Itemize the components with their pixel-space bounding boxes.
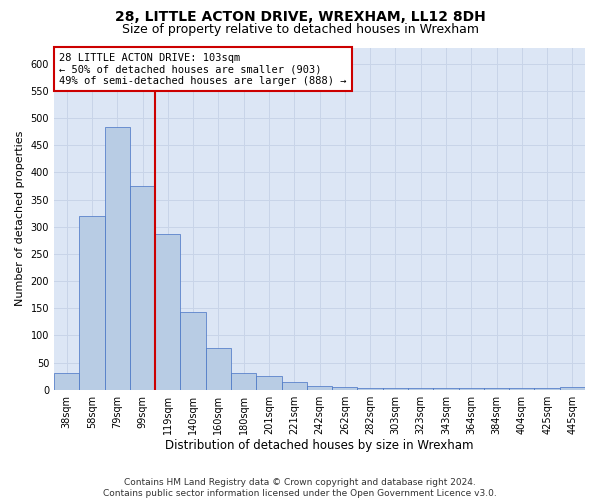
Bar bbox=[383, 388, 408, 390]
X-axis label: Distribution of detached houses by size in Wrexham: Distribution of detached houses by size … bbox=[165, 440, 474, 452]
Bar bbox=[560, 387, 585, 390]
Bar bbox=[484, 388, 509, 390]
Bar bbox=[181, 312, 206, 390]
Bar bbox=[79, 216, 104, 390]
Bar bbox=[104, 128, 130, 390]
Bar bbox=[256, 376, 281, 390]
Bar bbox=[130, 186, 155, 390]
Bar bbox=[155, 234, 181, 390]
Text: 28 LITTLE ACTON DRIVE: 103sqm
← 50% of detached houses are smaller (903)
49% of : 28 LITTLE ACTON DRIVE: 103sqm ← 50% of d… bbox=[59, 52, 347, 86]
Bar bbox=[281, 382, 307, 390]
Bar bbox=[231, 374, 256, 390]
Bar bbox=[458, 388, 484, 390]
Text: Size of property relative to detached houses in Wrexham: Size of property relative to detached ho… bbox=[121, 22, 479, 36]
Bar bbox=[535, 388, 560, 390]
Text: Contains HM Land Registry data © Crown copyright and database right 2024.
Contai: Contains HM Land Registry data © Crown c… bbox=[103, 478, 497, 498]
Bar bbox=[433, 388, 458, 390]
Bar bbox=[332, 387, 358, 390]
Bar bbox=[358, 388, 383, 390]
Bar bbox=[206, 348, 231, 390]
Text: 28, LITTLE ACTON DRIVE, WREXHAM, LL12 8DH: 28, LITTLE ACTON DRIVE, WREXHAM, LL12 8D… bbox=[115, 10, 485, 24]
Y-axis label: Number of detached properties: Number of detached properties bbox=[15, 131, 25, 306]
Bar bbox=[307, 386, 332, 390]
Bar bbox=[509, 388, 535, 390]
Bar bbox=[54, 374, 79, 390]
Bar bbox=[408, 388, 433, 390]
